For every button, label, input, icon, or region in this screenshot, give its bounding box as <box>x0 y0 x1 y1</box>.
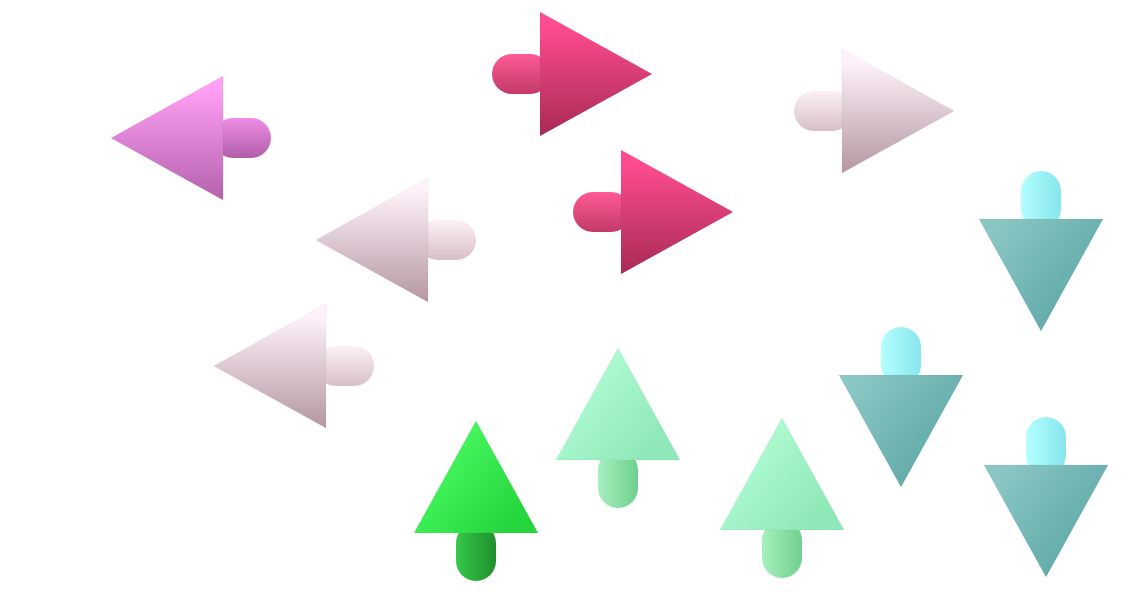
arrow-shaft <box>418 220 476 260</box>
arrow-right-2 <box>492 11 653 137</box>
arrow-shaft <box>456 523 496 581</box>
arrow-down-9 <box>838 327 964 488</box>
arrow-shaft <box>881 327 921 385</box>
arrow-down-6 <box>978 171 1104 332</box>
arrow-head <box>539 11 653 137</box>
arrow-shaft <box>573 192 631 232</box>
arrow-head <box>978 218 1104 332</box>
arrow-up-11 <box>719 417 845 578</box>
arrow-head <box>110 75 224 201</box>
arrow-head <box>838 374 964 488</box>
arrow-group <box>110 11 1109 581</box>
arrow-shaft <box>598 450 638 508</box>
arrow-up-10 <box>413 420 539 581</box>
arrow-head <box>620 149 734 275</box>
arrow-head <box>315 177 429 303</box>
arrow-shaft <box>762 520 802 578</box>
arrow-head <box>413 420 539 534</box>
arrow-head <box>719 417 845 531</box>
arrow-up-8 <box>555 347 681 508</box>
arrow-head <box>213 303 327 429</box>
arrow-right-5 <box>573 149 734 275</box>
arrow-shaft <box>213 118 271 158</box>
arrow-shaft <box>1021 171 1061 229</box>
arrow-down-12 <box>983 417 1109 578</box>
arrow-shaft <box>316 346 374 386</box>
arrow-left-7 <box>213 303 374 429</box>
arrow-left-1 <box>110 75 271 201</box>
arrow-left-4 <box>315 177 476 303</box>
arrow-head <box>841 48 955 174</box>
arrow-right-3 <box>794 48 955 174</box>
arrow-head <box>555 347 681 461</box>
arrow-shaft <box>1026 417 1066 475</box>
arrow-shaft <box>492 54 550 94</box>
arrow-head <box>983 464 1109 578</box>
arrow-shaft <box>794 91 852 131</box>
